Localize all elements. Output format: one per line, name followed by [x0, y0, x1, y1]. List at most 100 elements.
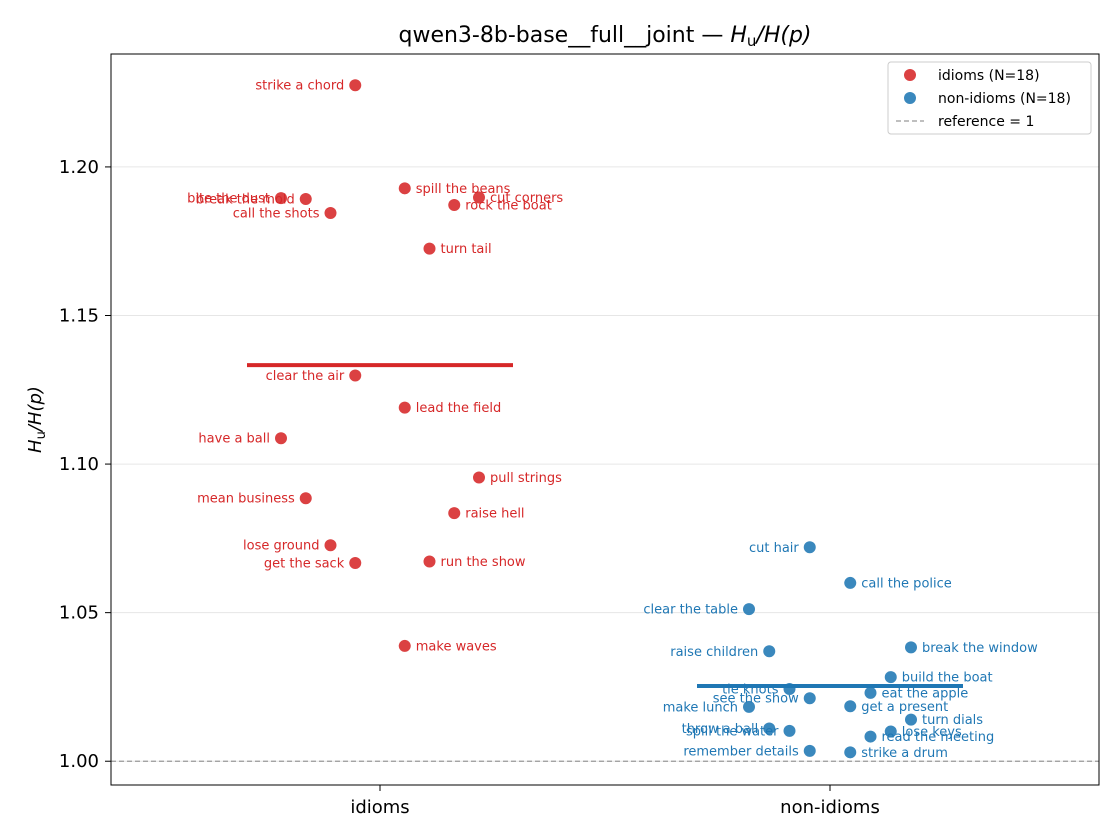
data-point	[349, 557, 362, 570]
data-point	[398, 182, 411, 195]
legend-marker	[904, 69, 916, 81]
y-tick-label: 1.10	[59, 454, 99, 475]
title-sub: u	[747, 32, 757, 50]
data-point	[299, 492, 312, 505]
point-label: lose keys	[902, 725, 962, 740]
y-axis-label: Hu/H(p)	[25, 386, 49, 453]
data-point	[423, 242, 436, 255]
data-point	[844, 576, 857, 589]
point-label: raise children	[670, 645, 758, 660]
y-tick-label: 1.05	[59, 603, 99, 624]
y-tick-label: 1.20	[59, 157, 99, 178]
legend-label: reference = 1	[938, 114, 1034, 130]
point-label: run the show	[441, 555, 526, 570]
legend-box	[887, 61, 1092, 135]
x-tick-label: idioms	[350, 797, 409, 818]
point-label: strike a drum	[861, 746, 948, 761]
data-point	[763, 722, 776, 735]
plot-frame	[110, 53, 1100, 786]
data-point	[864, 730, 877, 743]
title-h: H	[730, 23, 747, 48]
data-point	[398, 639, 411, 652]
data-point	[783, 724, 796, 737]
data-point	[299, 193, 312, 206]
data-point	[349, 369, 362, 382]
point-label: break the window	[922, 641, 1038, 656]
data-point	[803, 692, 816, 705]
data-point	[448, 198, 461, 211]
point-label: clear the table	[643, 603, 738, 618]
y-tick-label: 1.15	[59, 305, 99, 326]
title-prefix: qwen3-8b-base__full__joint —	[398, 23, 730, 48]
point-label: call the shots	[233, 206, 320, 221]
data-point	[905, 641, 917, 654]
point-label: have a ball	[198, 432, 270, 447]
point-label: break the mold	[196, 193, 295, 208]
data-point	[844, 746, 857, 759]
data-point	[423, 555, 436, 568]
point-label: see the show	[713, 692, 799, 707]
point-label: make waves	[416, 639, 497, 654]
data-point	[324, 206, 337, 219]
data-point	[783, 683, 796, 696]
y-axis-label-text: Hu/H(p)	[25, 386, 49, 453]
data-point	[473, 471, 485, 484]
data-point	[448, 507, 461, 520]
point-label: get the sack	[264, 557, 345, 572]
point-label: rock the boat	[465, 198, 552, 213]
legend-label: idioms (N=18)	[938, 68, 1040, 84]
data-point	[743, 603, 755, 616]
point-label: call the police	[861, 576, 952, 591]
point-label: mean business	[197, 492, 295, 507]
point-label: strike a chord	[255, 79, 344, 94]
legend-marker	[904, 92, 916, 104]
data-point	[473, 191, 485, 204]
point-label: make lunch	[663, 700, 738, 715]
point-label: cut hair	[749, 541, 799, 556]
point-label: spill the beans	[416, 182, 511, 197]
data-point	[844, 700, 857, 713]
point-label: cut corners	[490, 191, 563, 206]
x-tick-label: non-idioms	[780, 797, 880, 818]
data-point	[275, 192, 287, 205]
point-label: spill the water	[686, 724, 779, 739]
point-label: bite the dust	[187, 192, 270, 207]
y-tick-label: 1.00	[59, 751, 99, 772]
ylabel-main: H	[25, 439, 46, 453]
point-label: turn dials	[922, 713, 983, 728]
data-point	[884, 725, 897, 738]
data-points	[275, 79, 917, 759]
mean-lines	[247, 363, 963, 689]
point-label: eat the apple	[882, 686, 969, 701]
legend: idioms (N=18) non-idioms (N=18) reference …	[887, 61, 1092, 135]
data-point	[398, 401, 411, 414]
title-rest: /H(p)	[754, 23, 811, 48]
data-point	[324, 539, 337, 552]
point-label: get a present	[861, 700, 948, 715]
ylabel-sub: u	[34, 431, 49, 439]
point-label: throw a ball	[682, 722, 759, 737]
data-point	[884, 671, 897, 684]
data-point	[803, 541, 816, 554]
point-label: lead the field	[416, 401, 501, 416]
point-label: clear the air	[266, 369, 345, 384]
data-point	[763, 645, 776, 658]
point-label: turn tail	[441, 242, 492, 257]
data-point	[275, 432, 287, 445]
chart-title: qwen3-8b-base__full__joint — Hu/H(p)	[398, 23, 811, 50]
point-label: remember details	[683, 744, 799, 759]
point-label: read the meeting	[882, 730, 995, 745]
data-point	[803, 744, 816, 757]
point-label: tie knots	[722, 683, 779, 698]
data-point	[349, 79, 362, 92]
point-label: lose ground	[243, 539, 319, 554]
ylabel-rest: /H(p)	[25, 386, 46, 433]
axes: 1.00 1.05 1.10 1.15 1.20 idioms non-idioms	[59, 157, 880, 818]
data-point	[743, 700, 755, 713]
data-point	[905, 713, 917, 726]
point-label: build the boat	[902, 671, 993, 686]
point-label: raise hell	[465, 507, 524, 522]
